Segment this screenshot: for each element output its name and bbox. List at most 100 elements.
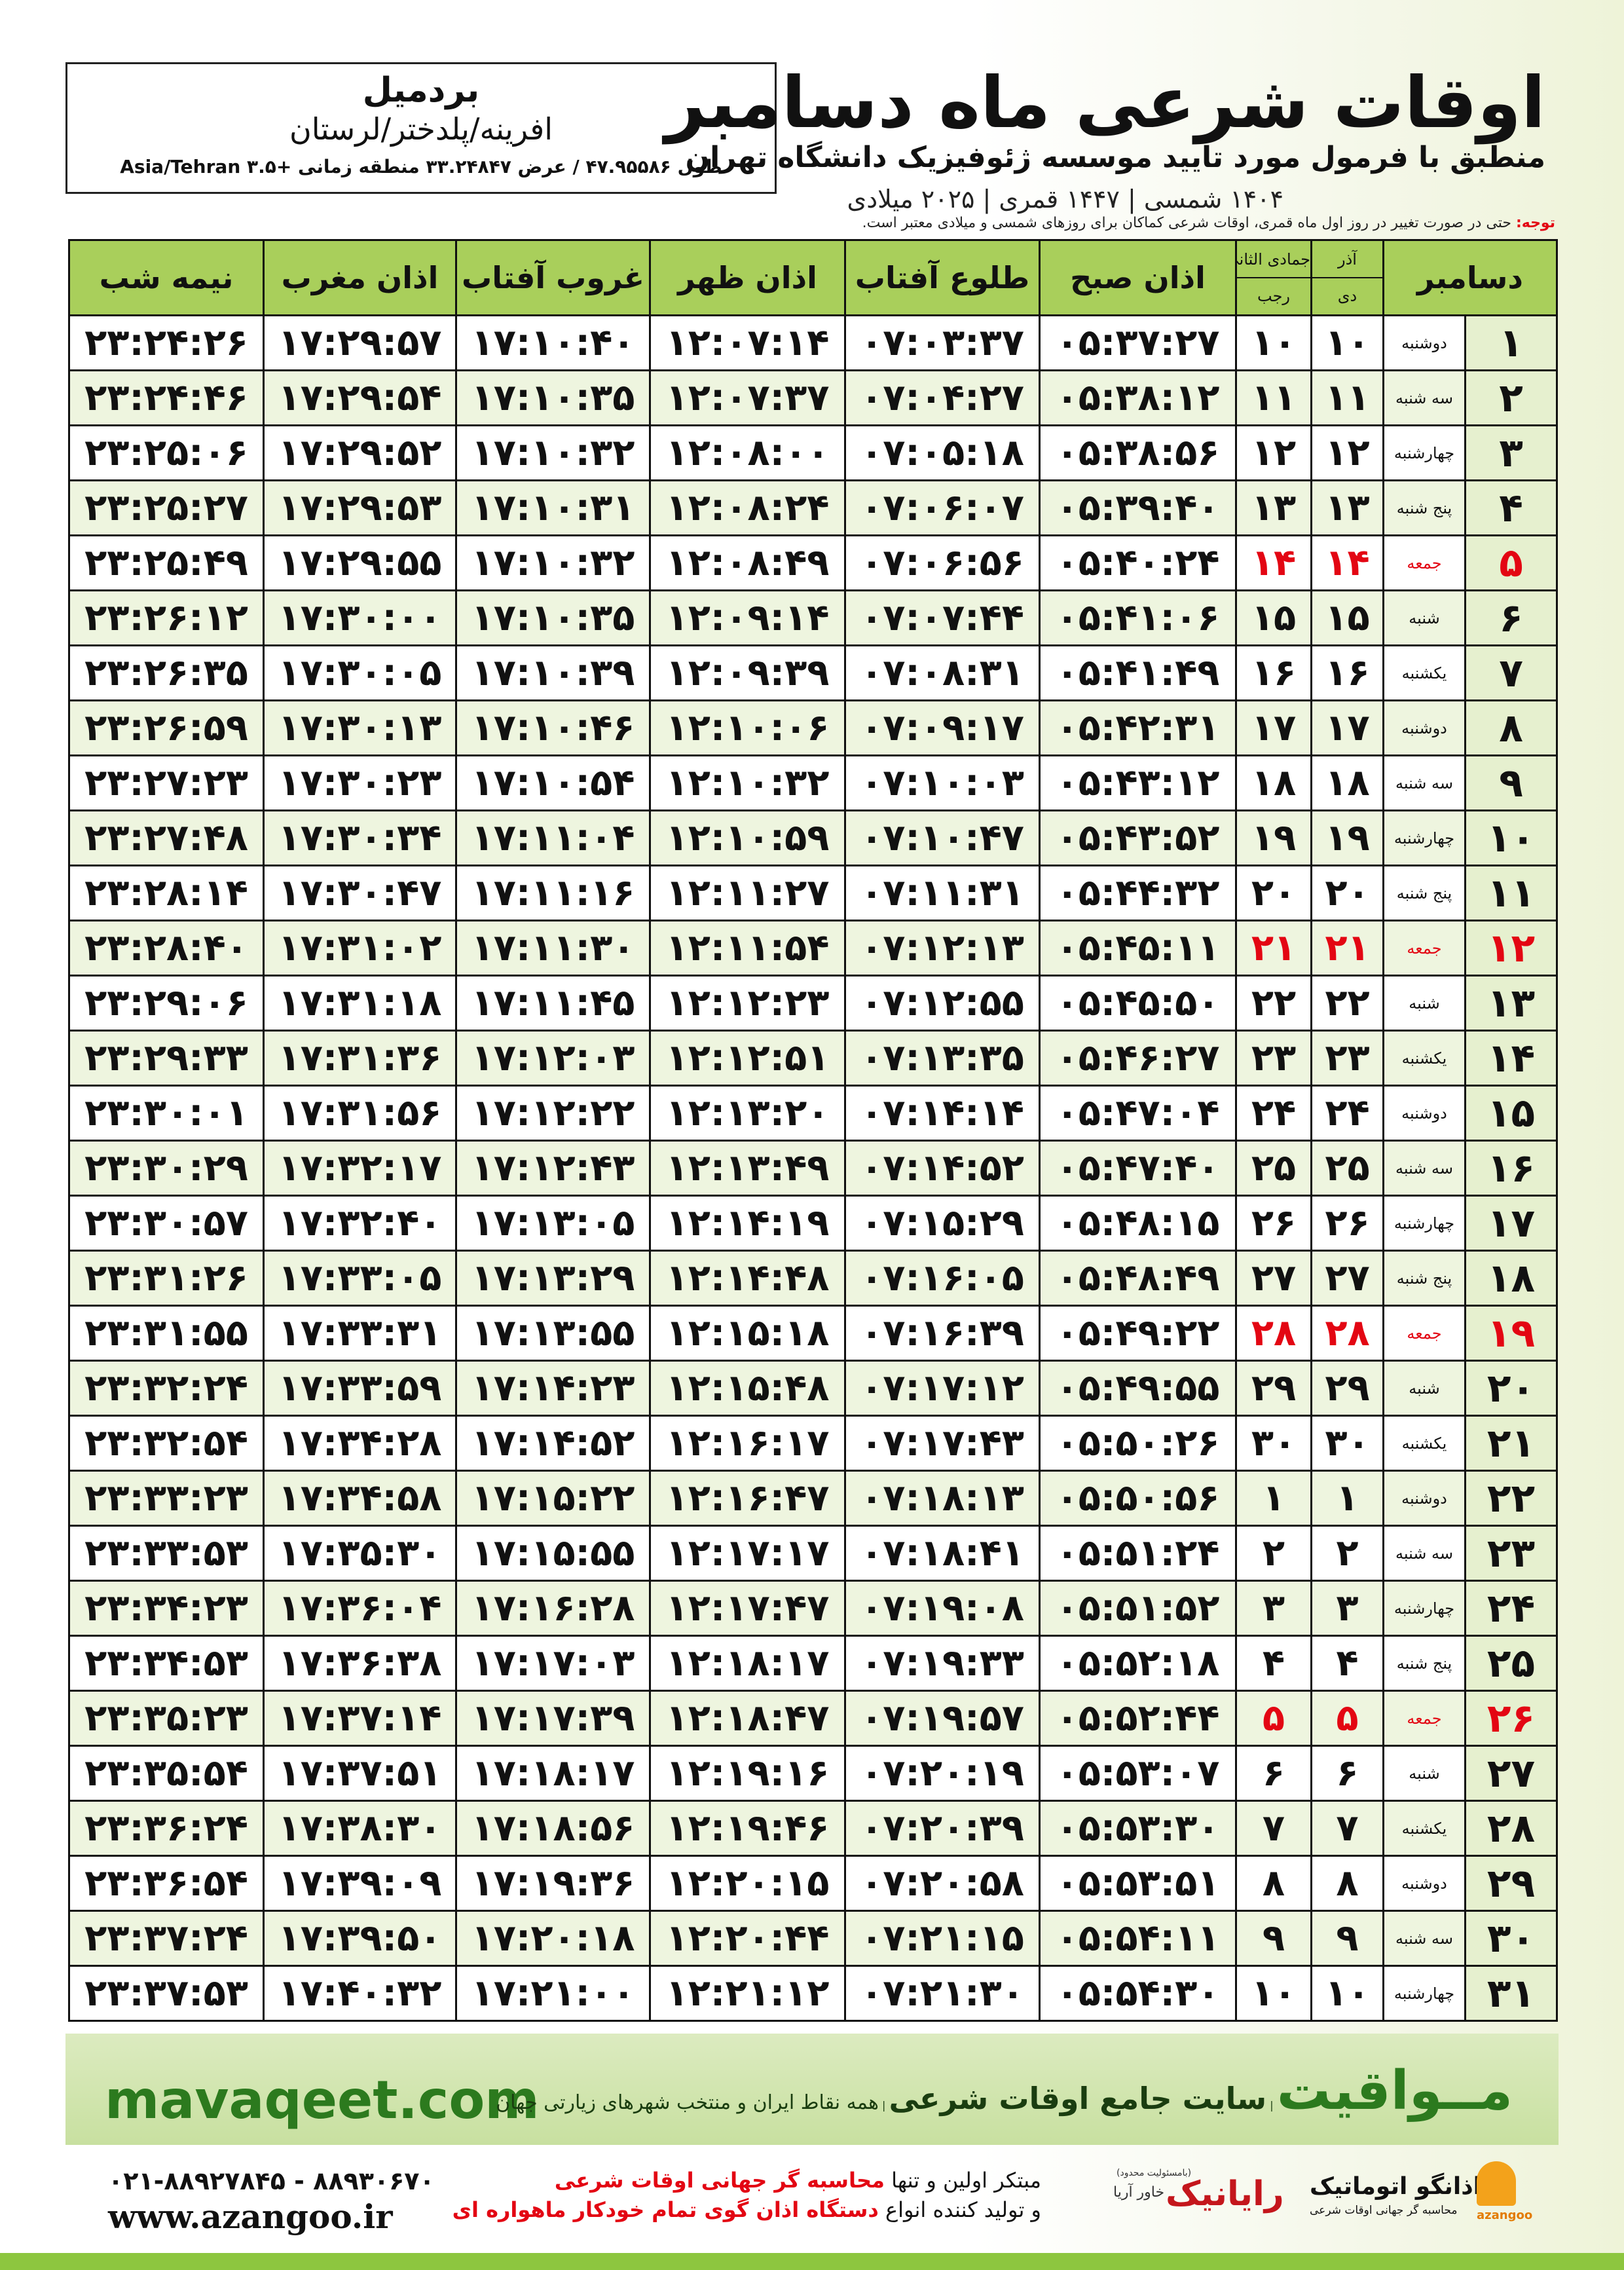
table-cell: پنج شنبه xyxy=(1382,1250,1466,1307)
table-cell: ۱۷:۳۹:۰۹ xyxy=(263,1855,457,1912)
table-cell: دوشنبه xyxy=(1382,699,1466,756)
table-cell: ۲۶ xyxy=(1310,1195,1384,1252)
column-header: طلوع آفتاب xyxy=(844,239,1041,316)
table-cell: ۲۳:۲۵:۲۷ xyxy=(68,479,265,536)
table-cell: ۱۲:۱۹:۱۶ xyxy=(649,1745,846,1802)
table-cell: شنبه xyxy=(1382,1360,1466,1417)
table-cell: ۲۸ xyxy=(1310,1305,1384,1362)
bottom-bar xyxy=(0,2253,1624,2270)
table-cell: ۱۷:۳۱:۳۶ xyxy=(263,1030,457,1087)
note-label: توجه: xyxy=(1515,215,1555,231)
table-cell: ۰۵:۵۲:۴۴ xyxy=(1039,1690,1237,1747)
table-cell: ۱۱ xyxy=(1464,865,1558,921)
table-cell: ۱۷:۳۸:۳۰ xyxy=(263,1800,457,1857)
table-cell: ۱۲ xyxy=(1464,920,1558,977)
footer-text: مبتکر اولین و تنها xyxy=(891,2168,1041,2193)
table-cell: یکشنبه xyxy=(1382,1415,1466,1472)
table-cell: ۰۷:۲۰:۵۸ xyxy=(844,1855,1041,1912)
table-cell: ۲۲ xyxy=(1310,975,1384,1032)
table-cell: ۱۲:۱۲:۵۱ xyxy=(649,1030,846,1087)
table-cell: ۲۸ xyxy=(1464,1800,1558,1857)
table-cell: ۳ xyxy=(1464,424,1558,481)
table-cell: ۱۳ xyxy=(1464,975,1558,1032)
table-cell: ۱۷:۳۵:۳۰ xyxy=(263,1525,457,1582)
note-text: حتی در صورت تغییر در روز اول ماه قمری، ا… xyxy=(862,215,1511,231)
table-cell: ۰۵:۴۰:۲۴ xyxy=(1039,534,1237,591)
table-cell: ۰۷:۲۱:۱۵ xyxy=(844,1910,1041,1967)
table-cell: ۱۷:۳۰:۲۳ xyxy=(263,754,457,811)
table-row: ۲۲ دوشنبه ۱ ۱ ۰۵:۵۰:۵۶ ۰۷:۱۸:۱۳ ۱۲:۱۶:۴۷ ۱۷:۱۵:… xyxy=(68,1470,1558,1527)
table-cell: ۳۰ xyxy=(1235,1415,1312,1472)
table-cell: چهارشنبه xyxy=(1382,1580,1466,1637)
table-cell: ۷ xyxy=(1464,644,1558,701)
table-cell: ۰۵:۳۷:۲۷ xyxy=(1039,314,1237,371)
table-row: ۱۱ پنج شنبه ۲۰ ۲۰ ۰۵:۴۴:۳۲ ۰۷:۱۱:۳۱ ۱۲:۱۱:۲۷ ۱۷… xyxy=(68,865,1558,921)
table-cell: ۱۷:۱۰:۴۶ xyxy=(455,699,651,756)
table-cell: ۲۳:۳۵:۲۳ xyxy=(68,1690,265,1747)
table-cell: ۱۷:۳۲:۴۰ xyxy=(263,1195,457,1252)
table-cell: ۱۱ xyxy=(1310,369,1384,426)
table-cell: ۶ xyxy=(1235,1745,1312,1802)
table-cell: ۱۲:۱۶:۴۷ xyxy=(649,1470,846,1527)
table-cell: ۱۲:۱۴:۴۸ xyxy=(649,1250,846,1307)
table-cell: دوشنبه xyxy=(1382,1855,1466,1912)
table-cell: ۲۲ xyxy=(1464,1470,1558,1527)
table-cell: ۲۴ xyxy=(1464,1580,1558,1637)
logo-latin: azangoo xyxy=(1477,2208,1533,2222)
table-cell: ۰۵:۴۴:۳۲ xyxy=(1039,865,1237,921)
table-cell: سه شنبه xyxy=(1382,754,1466,811)
table-cell: ۲۵ xyxy=(1464,1635,1558,1692)
tagline: سایت جامع اوقات شرعی xyxy=(889,2081,1267,2116)
table-cell: ۰۷:۱۱:۳۱ xyxy=(844,865,1041,921)
table-cell: ۰۷:۱۵:۲۹ xyxy=(844,1195,1041,1252)
table-cell: ۲۳:۲۴:۲۶ xyxy=(68,314,265,371)
table-cell: ۲۳:۳۰:۵۷ xyxy=(68,1195,265,1252)
table-cell: ۱۸ xyxy=(1464,1250,1558,1307)
table-cell: ۰۷:۰۶:۵۶ xyxy=(844,534,1041,591)
table-cell: ۱۷:۱۱:۳۰ xyxy=(455,920,651,977)
table-cell: ۲۶ xyxy=(1235,1195,1312,1252)
table-cell: ۰۵:۴۹:۲۲ xyxy=(1039,1305,1237,1362)
table-cell: ۱۷:۳۰:۳۴ xyxy=(263,809,457,866)
table-cell: ۲ xyxy=(1464,369,1558,426)
table-cell: ۳۱ xyxy=(1464,1965,1558,2022)
table-cell: ۱۲:۲۱:۱۲ xyxy=(649,1965,846,2022)
table-row: ۳ چهارشنبه ۱۲ ۱۲ ۰۵:۳۸:۵۶ ۰۷:۰۵:۱۸ ۱۲:۰۸:۰۰ ۱۷:… xyxy=(68,424,1558,481)
table-cell: سه شنبه xyxy=(1382,369,1466,426)
table-cell: ۱۷:۱۳:۰۵ xyxy=(455,1195,651,1252)
table-cell: ۰۷:۰۸:۳۱ xyxy=(844,644,1041,701)
table-cell: ۰۷:۱۹:۳۳ xyxy=(844,1635,1041,1692)
column-header: آذر دی xyxy=(1310,239,1384,316)
table-cell: ۱۷:۱۲:۰۳ xyxy=(455,1030,651,1087)
table-cell: پنج شنبه xyxy=(1382,479,1466,536)
table-cell: ۰۵:۴۱:۴۹ xyxy=(1039,644,1237,701)
table-cell: ۱ xyxy=(1310,1470,1384,1527)
table-cell: ۱۷:۳۰:۱۳ xyxy=(263,699,457,756)
table-cell: ۱۶ xyxy=(1310,644,1384,701)
column-header: نیمه شب xyxy=(68,239,265,316)
table-cell: ۱۷:۳۶:۰۴ xyxy=(263,1580,457,1637)
table-cell: ۱۷:۱۶:۲۸ xyxy=(455,1580,651,1637)
table-row: ۱۶ سه شنبه ۲۵ ۲۵ ۰۵:۴۷:۴۰ ۰۷:۱۴:۵۲ ۱۲:۱۳:۴۹ ۱۷:… xyxy=(68,1140,1558,1197)
table-cell: ۰۷:۱۹:۵۷ xyxy=(844,1690,1041,1747)
table-cell: ۰۷:۰۴:۲۷ xyxy=(844,369,1041,426)
table-cell: ۰۷:۲۰:۳۹ xyxy=(844,1800,1041,1857)
table-cell: ۱۷:۳۰:۰۵ xyxy=(263,644,457,701)
table-cell: ۰۷:۱۶:۳۹ xyxy=(844,1305,1041,1362)
table-cell: ۰۷:۰۷:۴۴ xyxy=(844,589,1041,646)
table-cell: ۱۷:۱۰:۵۴ xyxy=(455,754,651,811)
table-cell: ۱۷:۳۷:۱۴ xyxy=(263,1690,457,1747)
table-cell: ۱۲:۱۳:۲۰ xyxy=(649,1085,846,1142)
table-cell: ۱۶ xyxy=(1464,1140,1558,1197)
table-cell: ۲۹ xyxy=(1310,1360,1384,1417)
table-cell: ۱۷:۱۷:۰۳ xyxy=(455,1635,651,1692)
coverage: همه نقاط ایران و منتخب شهرهای زیارتی جها… xyxy=(496,2091,879,2114)
column-header: اذان صبح xyxy=(1039,239,1237,316)
table-cell: ۱۷:۳۳:۰۵ xyxy=(263,1250,457,1307)
table-row: ۲۹ دوشنبه ۸ ۸ ۰۵:۵۳:۵۱ ۰۷:۲۰:۵۸ ۱۲:۲۰:۱۵ ۱۷:۱۹:… xyxy=(68,1855,1558,1912)
table-cell: ۲۳:۳۲:۵۴ xyxy=(68,1415,265,1472)
table-cell: دوشنبه xyxy=(1382,314,1466,371)
table-cell: ۱۲ xyxy=(1235,424,1312,481)
table-cell: ۲۳ xyxy=(1464,1525,1558,1582)
table-cell: ۲۵ xyxy=(1235,1140,1312,1197)
